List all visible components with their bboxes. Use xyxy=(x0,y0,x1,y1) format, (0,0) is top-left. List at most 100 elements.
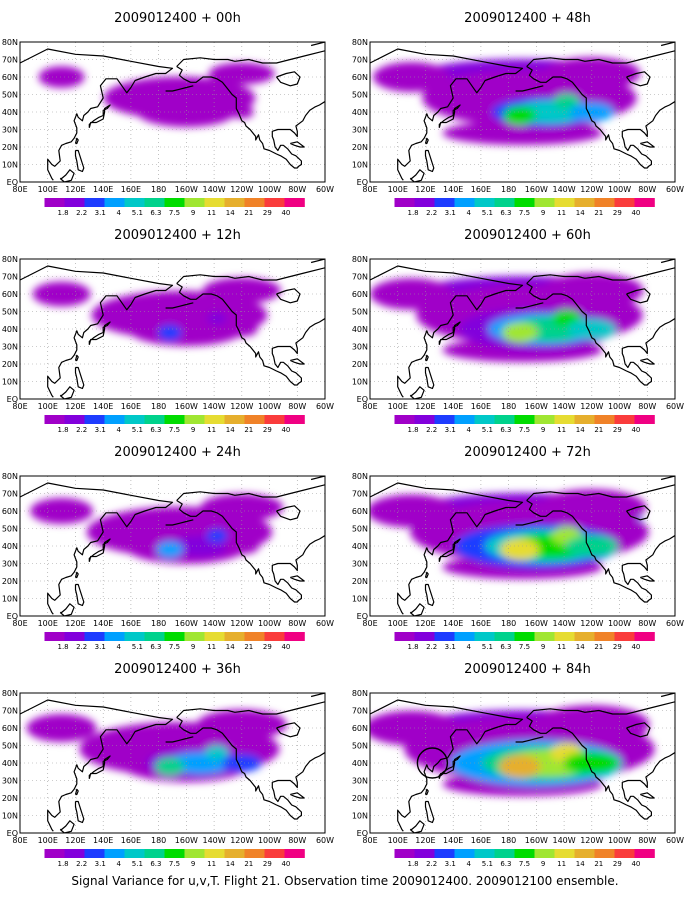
field-contour xyxy=(370,494,457,528)
colorbar-swatch xyxy=(44,632,65,641)
colorbar-swatch xyxy=(244,632,265,641)
colorbar: 1.8 2.2 3.1 4 5.1 6.3 7.5 9 11 14 21 29 40 xyxy=(44,849,305,868)
colorbar-swatch xyxy=(414,632,435,641)
colorbar-swatch xyxy=(394,415,415,424)
colorbar-label: 4 xyxy=(117,643,122,651)
lat-tick-label: 20N xyxy=(2,360,18,369)
variance-field xyxy=(38,62,275,127)
field-contour xyxy=(202,277,281,304)
colorbar-label: 5.1 xyxy=(482,643,493,651)
lon-tick-label: 100E xyxy=(388,619,408,628)
colorbar-swatch xyxy=(204,632,225,641)
colorbar-swatch xyxy=(64,632,85,641)
colorbar-swatch xyxy=(474,415,495,424)
field-contour xyxy=(204,745,229,760)
grid xyxy=(370,42,675,182)
lat-tick-label: 40N xyxy=(352,542,368,551)
lat-tick-label: 60N xyxy=(2,507,18,516)
field-contour xyxy=(224,537,260,555)
colorbar-swatch xyxy=(144,849,165,858)
lat-tick-label: 80N xyxy=(352,38,368,47)
colorbar-label: 11 xyxy=(207,860,216,868)
grid xyxy=(370,259,675,399)
lon-tick-label: 100W xyxy=(258,619,281,628)
colorbar-swatch xyxy=(164,198,185,207)
colorbar-label: 6.3 xyxy=(150,426,161,434)
lat-tick-label: 30N xyxy=(352,560,368,569)
colorbar-swatch xyxy=(414,849,435,858)
field-contour xyxy=(156,541,184,558)
colorbar-swatch xyxy=(594,415,615,424)
lon-tick-label: 140E xyxy=(443,619,463,628)
lon-tick-label: 120W xyxy=(580,619,603,628)
panel-title: 2009012400 + 72h xyxy=(464,445,591,460)
lon-tick-label: 100E xyxy=(38,185,58,194)
lon-tick-label: 120E xyxy=(415,402,435,411)
lat-tick-label: 70N xyxy=(352,56,368,65)
colorbar-swatch xyxy=(534,849,555,858)
colorbar-swatch xyxy=(224,198,245,207)
colorbar-label: 9 xyxy=(191,209,195,217)
colorbar-label: 5.1 xyxy=(482,426,493,434)
panel-6: 2009012400 + 72h 80E 100E 120E 140E 160E 180 16… xyxy=(352,445,684,651)
lon-tick-label: 160E xyxy=(471,402,491,411)
lon-tick-label: 160W xyxy=(175,185,198,194)
colorbar-label: 9 xyxy=(191,860,195,868)
coastlines xyxy=(370,42,675,182)
lon-tick-label: 100E xyxy=(388,402,408,411)
panel-title: 2009012400 + 84h xyxy=(464,662,591,677)
colorbar-swatch xyxy=(534,198,555,207)
colorbar-label: 7.5 xyxy=(519,643,530,651)
colorbar-label: 14 xyxy=(226,209,235,217)
lat-tick-label: 10N xyxy=(2,595,18,604)
colorbar-swatch xyxy=(64,849,85,858)
lat-tick-label: 20N xyxy=(2,794,18,803)
colorbar-swatch xyxy=(574,415,595,424)
lat-tick-label: 10N xyxy=(352,812,368,821)
lon-tick-label: 160E xyxy=(121,619,141,628)
lat-tick-label: 10N xyxy=(2,161,18,170)
coastlines xyxy=(20,259,325,399)
colorbar-label: 1.8 xyxy=(408,426,419,434)
colorbar-label: 3.1 xyxy=(445,209,456,217)
colorbar-label: 7.5 xyxy=(169,209,180,217)
lat-tick-label: 20N xyxy=(2,577,18,586)
colorbar-swatch xyxy=(244,849,265,858)
colorbar-swatch xyxy=(394,198,415,207)
colorbar-label: 29 xyxy=(263,426,272,434)
grid xyxy=(20,476,325,616)
colorbar-swatch xyxy=(224,849,245,858)
field-contour xyxy=(569,102,615,122)
lon-tick-label: 140E xyxy=(93,185,113,194)
caption: Signal Variance for u,v,T. Flight 21. Ob… xyxy=(71,874,618,888)
colorbar-label: 40 xyxy=(281,209,290,217)
colorbar-label: 5.1 xyxy=(482,860,493,868)
colorbar-swatch xyxy=(594,632,615,641)
field-contour xyxy=(30,497,93,525)
lat-tick-label: EQ xyxy=(357,612,368,621)
lat-tick-label: EQ xyxy=(7,829,18,838)
colorbar-swatch xyxy=(124,415,145,424)
colorbar: 1.8 2.2 3.1 4 5.1 6.3 7.5 9 11 14 21 29 40 xyxy=(394,849,655,868)
colorbar-label: 4 xyxy=(117,426,122,434)
lon-tick-label: 140E xyxy=(93,836,113,845)
colorbar-swatch xyxy=(224,415,245,424)
lon-tick-label: 120W xyxy=(580,185,603,194)
lat-tick-label: 50N xyxy=(2,525,18,534)
colorbar-swatch xyxy=(614,198,635,207)
colorbar-swatch xyxy=(454,198,475,207)
map-frame xyxy=(19,41,326,183)
lon-tick-label: 80W xyxy=(288,619,306,628)
lat-tick-label: EQ xyxy=(7,395,18,404)
variance-field xyxy=(370,705,655,796)
colorbar-label: 7.5 xyxy=(519,860,530,868)
colorbar-swatch xyxy=(434,198,455,207)
colorbar-swatch xyxy=(184,849,205,858)
lat-tick-label: 60N xyxy=(352,290,368,299)
colorbar-label: 5.1 xyxy=(132,643,143,651)
lon-tick-label: 160E xyxy=(471,619,491,628)
lon-tick-label: 160W xyxy=(525,185,548,194)
lon-tick-label: 140W xyxy=(202,836,225,845)
colorbar-swatch xyxy=(144,415,165,424)
